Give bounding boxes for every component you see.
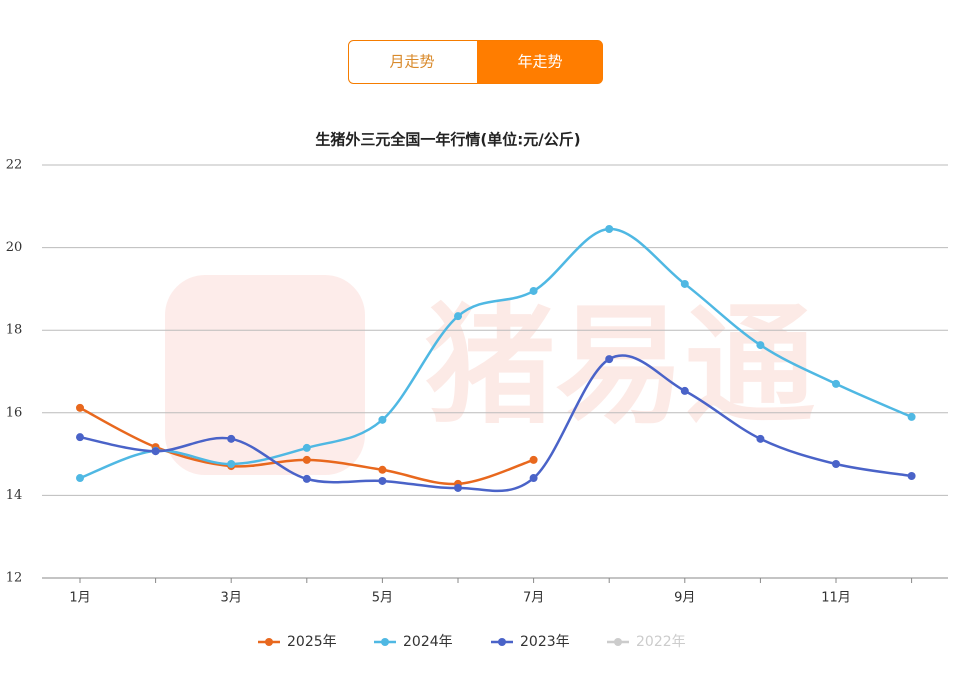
tab[interactable]: 年走势 [517, 53, 562, 71]
data-point [76, 474, 84, 483]
y-tick-label: 20 [6, 240, 23, 255]
data-point [76, 433, 84, 442]
chart-title: 生猪外三元全国一年行情(单位:元/公斤) [315, 131, 580, 149]
legend-dot [498, 638, 506, 646]
x-tick-label: 5月 [372, 591, 393, 606]
y-tick-label: 22 [6, 158, 23, 173]
x-tick-label: 9月 [674, 591, 695, 606]
legend-dot [381, 638, 389, 646]
y-tick-label: 18 [6, 323, 23, 338]
data-point [302, 443, 311, 452]
data-point [756, 434, 765, 443]
x-tick-label: 7月 [523, 591, 544, 606]
data-point [454, 312, 462, 321]
data-point [832, 460, 840, 469]
legend-dot [614, 638, 622, 646]
data-point [76, 403, 84, 412]
data-point [756, 341, 765, 350]
data-point [378, 476, 387, 485]
data-point [151, 447, 160, 456]
tab[interactable]: 月走势 [389, 53, 434, 71]
data-point [378, 465, 387, 474]
data-point [529, 455, 538, 464]
tab-active-bg [477, 40, 603, 84]
data-point [227, 460, 236, 469]
data-point [302, 474, 311, 483]
data-point [529, 474, 538, 483]
legend-dot [265, 638, 273, 646]
data-point [680, 386, 689, 395]
x-tick-label: 3月 [221, 591, 242, 606]
data-point [227, 434, 236, 443]
watermark: 猪易通 [425, 290, 815, 442]
data-point [832, 379, 840, 388]
data-point [529, 286, 538, 295]
legend-label[interactable]: 2022年 [636, 634, 686, 650]
data-point [378, 415, 387, 424]
watermark-badge [165, 275, 365, 475]
data-point [302, 455, 311, 464]
x-tick-label: 11月 [821, 591, 851, 606]
data-point [454, 483, 462, 492]
data-point [605, 355, 614, 364]
y-tick-label: 12 [6, 571, 23, 586]
data-point [907, 412, 916, 421]
data-point [907, 471, 916, 480]
y-tick-label: 16 [6, 405, 23, 420]
legend-label[interactable]: 2025年 [287, 634, 337, 650]
x-tick-label: 1月 [69, 591, 90, 606]
y-tick-label: 14 [6, 488, 23, 503]
data-point [605, 225, 614, 234]
legend-label[interactable]: 2024年 [403, 634, 453, 650]
legend-label[interactable]: 2023年 [520, 634, 570, 650]
data-point [680, 279, 689, 288]
